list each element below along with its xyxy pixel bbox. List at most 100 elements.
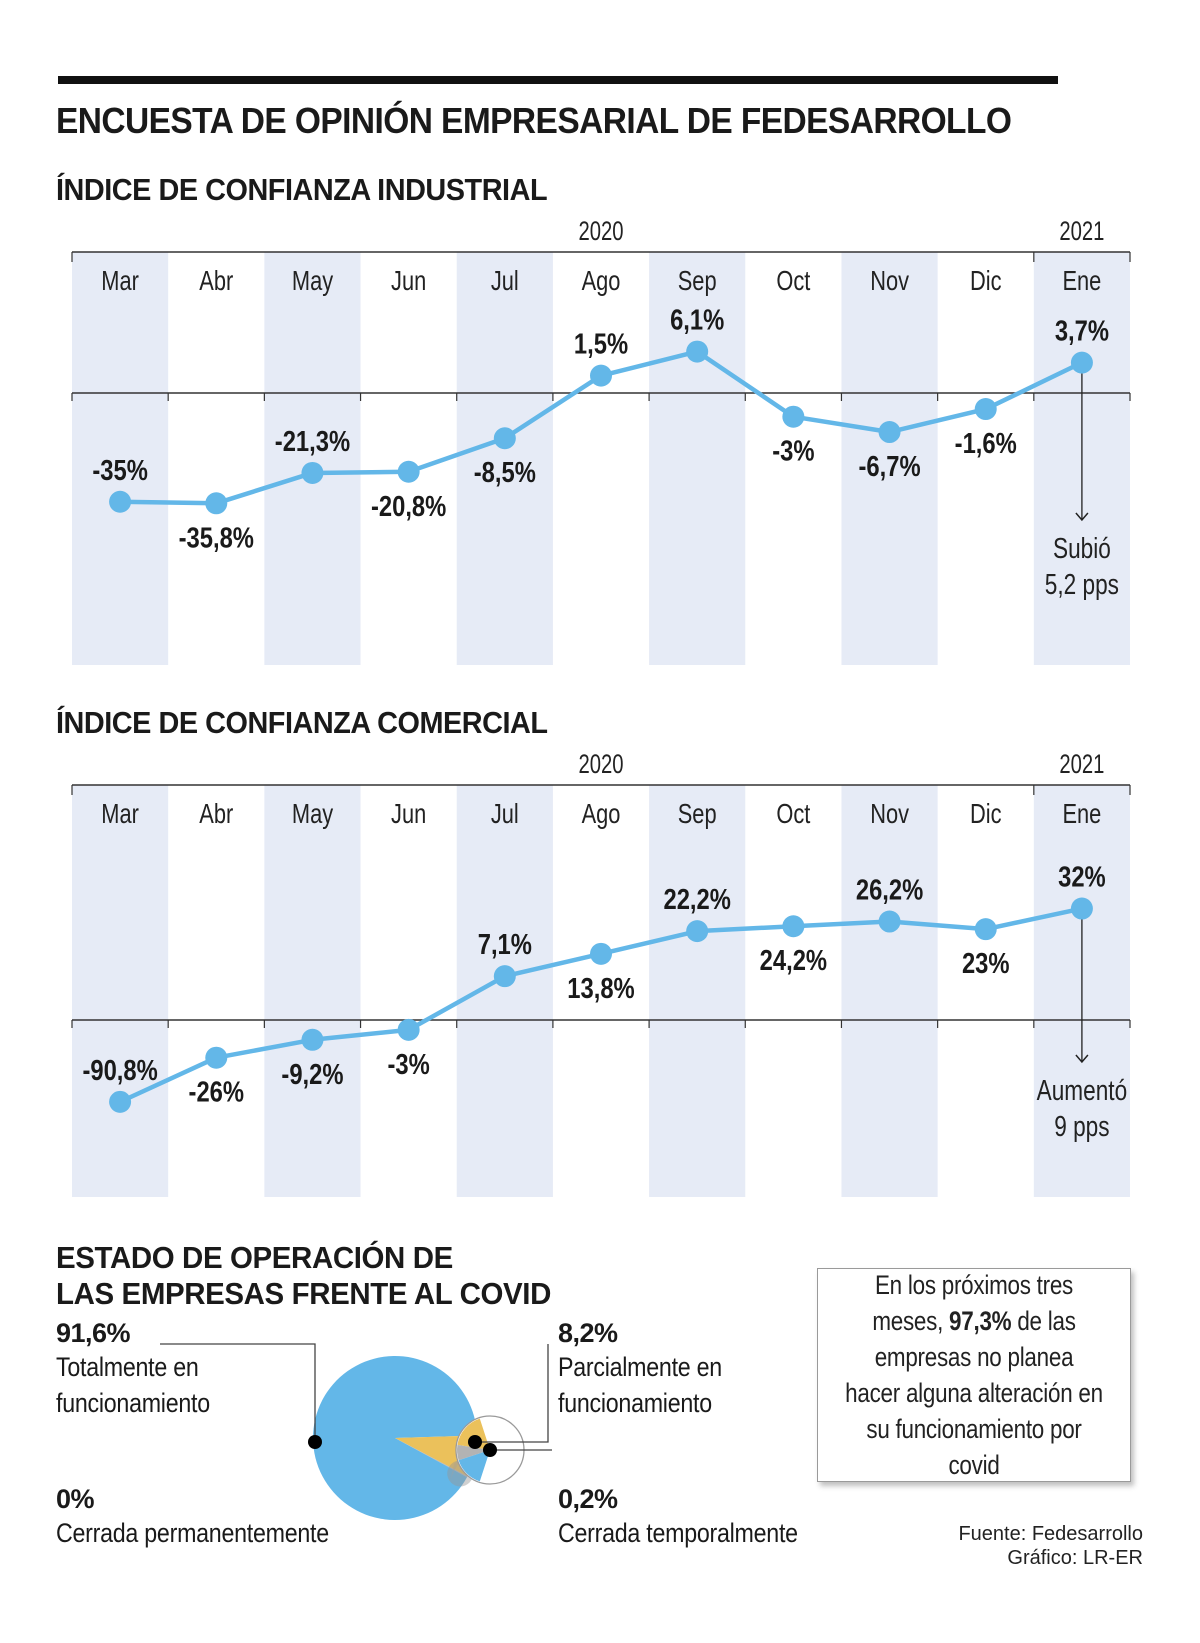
leader-dot-totally	[308, 1435, 322, 1449]
graphic-credit: Gráfico: LR-ER	[1007, 1547, 1143, 1569]
annotation-text: Subió	[1053, 531, 1111, 564]
data-label: -3%	[772, 434, 814, 467]
legend-label-line: Parcialmente en	[558, 1352, 722, 1382]
data-label: -35%	[92, 454, 147, 487]
month-label: Jun	[391, 265, 426, 296]
source-credit: Fuente: Fedesarrollo	[958, 1523, 1143, 1545]
data-point	[205, 492, 228, 515]
data-label: -21,3%	[275, 425, 350, 458]
magnifier-slice-main	[458, 1450, 490, 1482]
annotation-arrow-head	[1075, 512, 1089, 522]
pie-slice-closed-temporarily	[395, 1438, 468, 1478]
legend-label: Cerrada permanentemente	[56, 1518, 329, 1548]
credits: Fuente: Fedesarrollo Gráfico: LR-ER	[958, 1522, 1143, 1570]
data-point	[397, 460, 420, 483]
magnifier-slice-temp	[457, 1444, 490, 1461]
data-label: -3%	[388, 1048, 430, 1081]
column-band	[264, 785, 361, 1197]
legend-label: Parcialmente en funcionamiento	[558, 1349, 722, 1421]
data-label: 23%	[962, 947, 1010, 980]
data-label: -6,7%	[859, 450, 921, 483]
column-band	[456, 252, 553, 665]
pie-title-line-2: LAS EMPRESAS FRENTE AL COVID	[56, 1276, 551, 1311]
legend-label-line: funcionamiento	[56, 1388, 210, 1418]
commercial-chart-title: ÍNDICE DE CONFIANZA COMERCIAL	[56, 705, 548, 740]
leader-dot-temp	[483, 1443, 497, 1457]
pie-title-line-1: ESTADO DE OPERACIÓN DE	[56, 1240, 453, 1275]
data-label: 6,1%	[670, 303, 724, 336]
year-label: 2021	[1059, 216, 1104, 247]
note-text-before: En los próximos tres meses,	[872, 1270, 1074, 1336]
data-point	[109, 490, 132, 513]
column-band	[841, 785, 938, 1197]
month-label: Dic	[970, 798, 1002, 829]
data-point	[782, 405, 805, 428]
month-label: Jun	[391, 798, 426, 829]
data-point	[590, 364, 612, 387]
legend-label: Totalmente en funcionamiento	[56, 1349, 210, 1421]
annotation-text: 9 pps	[1054, 1109, 1109, 1142]
month-label: Mar	[101, 798, 139, 829]
data-label: -9,2%	[281, 1058, 343, 1091]
data-point	[493, 427, 516, 450]
annotation-text: 5,2 pps	[1045, 567, 1119, 600]
month-label: Dic	[970, 265, 1002, 296]
legend-totally-operating: 91,6% Totalmente en funcionamiento	[56, 1318, 235, 1421]
note-highlight: 97,3%	[949, 1306, 1012, 1336]
column-band	[72, 785, 169, 1197]
data-point	[974, 398, 997, 421]
column-band	[649, 252, 746, 665]
header-rule	[58, 76, 1058, 84]
data-label: -26%	[189, 1075, 244, 1108]
data-point	[397, 1018, 420, 1041]
data-label: 3,7%	[1055, 314, 1109, 347]
industrial-chart: 2020 2021 Mar Abr May Jun Jul Ago Sep Oct Nov Dic En…	[71, 216, 1131, 665]
data-label: 1,5%	[574, 327, 628, 360]
pie-slice-totally-operating	[313, 1356, 477, 1520]
month-label: Mar	[101, 265, 139, 296]
leader-line-totally	[160, 1343, 316, 1442]
data-label: 13,8%	[567, 972, 634, 1005]
pie-section-title: ESTADO DE OPERACIÓN DE LAS EMPRESAS FREN…	[56, 1240, 551, 1312]
month-label: Nov	[870, 798, 909, 829]
note-text: En los próximos tres meses, 97,3% de las…	[845, 1267, 1104, 1483]
year-label: 2020	[578, 749, 623, 780]
data-label: -1,6%	[955, 427, 1017, 460]
month-label: Nov	[870, 265, 909, 296]
year-label: 2020	[578, 216, 623, 247]
data-point	[109, 1090, 132, 1113]
data-point	[590, 942, 612, 965]
column-band	[456, 785, 553, 1197]
data-label: 22,2%	[663, 883, 730, 916]
month-label: Oct	[776, 798, 810, 829]
data-point	[974, 918, 997, 941]
month-label: Ene	[1062, 798, 1101, 829]
column-band	[264, 252, 361, 665]
data-point	[205, 1046, 228, 1069]
commercial-chart: 2020 2021 Mar Abr May Jun Jul Ago Sep Oct Nov Dic En…	[71, 749, 1131, 1197]
legend-value: 0,2%	[558, 1484, 618, 1514]
leader-dot-partial	[468, 1435, 482, 1449]
data-point	[1070, 897, 1093, 920]
data-label: 7,1%	[478, 928, 532, 961]
legend-value: 91,6%	[56, 1318, 131, 1348]
data-label: 32%	[1058, 860, 1106, 893]
legend-value: 0%	[56, 1484, 95, 1514]
month-label: May	[292, 265, 334, 296]
data-point	[686, 340, 709, 363]
month-label: May	[292, 798, 334, 829]
month-label: Ago	[582, 265, 621, 296]
month-label: Sep	[678, 798, 717, 829]
note-box: En los próximos tres meses, 97,3% de las…	[817, 1268, 1131, 1482]
data-label: -8,5%	[474, 456, 536, 489]
data-point	[493, 965, 516, 988]
legend-label: Cerrada temporalmente	[558, 1518, 798, 1548]
data-label: -35,8%	[179, 521, 254, 554]
year-label: 2021	[1059, 749, 1104, 780]
data-label: 24,2%	[760, 944, 827, 977]
legend-closed-temporarily: 0,2% Cerrada temporalmente	[558, 1484, 837, 1551]
industrial-chart-title: ÍNDICE DE CONFIANZA INDUSTRIAL	[56, 172, 548, 207]
annotation-arrow-head	[1075, 1054, 1089, 1064]
month-label: Jul	[491, 265, 519, 296]
data-point	[301, 461, 324, 484]
